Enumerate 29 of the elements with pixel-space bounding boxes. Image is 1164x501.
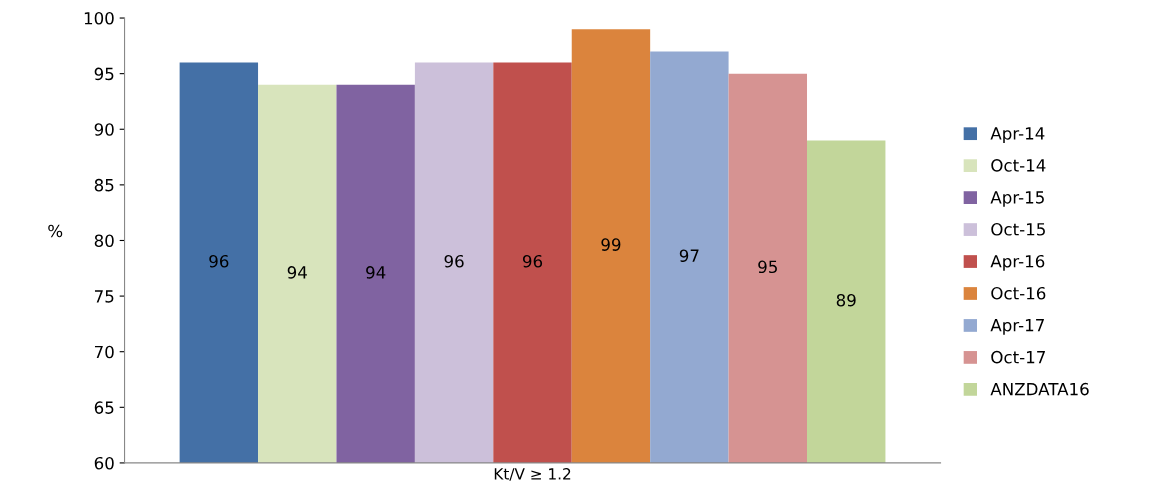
y-tick-label: 70 (94, 345, 114, 359)
legend-label: Oct-17 (991, 350, 1045, 364)
legend-label: Oct-16 (991, 286, 1046, 300)
data-label: 89 (836, 293, 856, 307)
data-label: 99 (601, 238, 621, 251)
data-label: 96 (522, 254, 543, 268)
data-label: 96 (444, 254, 464, 268)
y-tick-label: 95 (94, 67, 114, 81)
x-tick-label: Kt/V ≥ 1.2 (494, 468, 571, 481)
legend-label: Apr-16 (990, 254, 1045, 271)
y-tick-label: 85 (94, 178, 114, 192)
y-axis-title: % (48, 224, 63, 238)
legend-label: ANZDATA16 (990, 382, 1089, 396)
data-label: 96 (209, 254, 229, 268)
legend-label: Apr-15 (990, 191, 1044, 207)
y-tick-label: 100 (84, 12, 114, 25)
legend-label: Oct-15 (991, 222, 1045, 236)
legend-label: Oct-14 (991, 159, 1046, 172)
legend-label: Apr-17 (990, 319, 1044, 335)
legend-label: Apr-14 (990, 127, 1045, 143)
y-tick-label: 80 (94, 234, 114, 248)
y-tick-label: 60 (94, 456, 114, 470)
data-label: 97 (679, 249, 699, 262)
y-tick-label: 75 (94, 290, 114, 303)
data-label: 95 (758, 260, 777, 274)
data-label: 94 (366, 266, 386, 279)
y-tick-label: 90 (94, 123, 114, 136)
y-tick-label: 65 (94, 401, 114, 414)
data-label: 94 (287, 266, 307, 279)
